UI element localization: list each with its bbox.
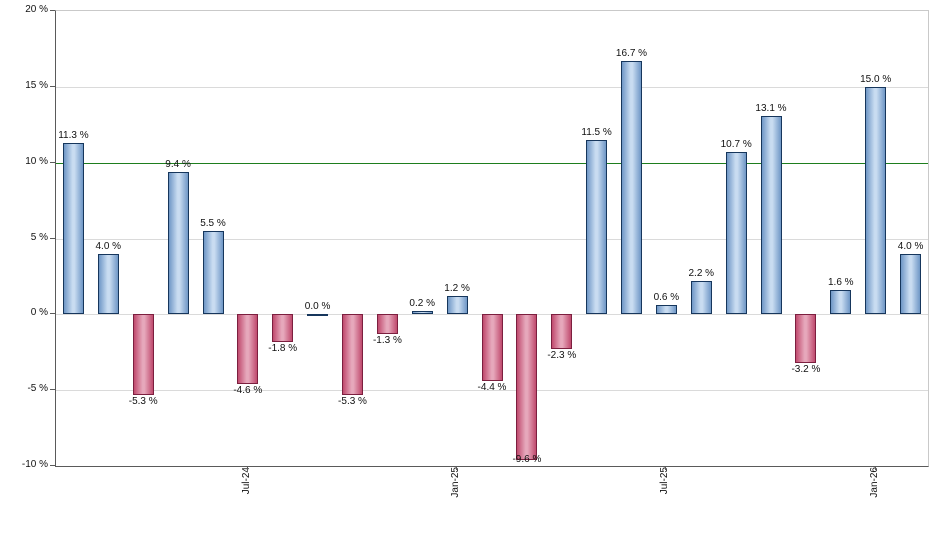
bar-value-label: 10.7 % <box>720 139 752 151</box>
bar-value-label: 2.2 % <box>688 268 715 279</box>
bar <box>655 305 677 315</box>
bar-value-label: 15.0 % <box>860 73 892 85</box>
y-tick-mark <box>50 85 55 87</box>
bar <box>237 314 259 385</box>
bar-value-label: -1.8 % <box>268 342 298 354</box>
bar-value-label: -4.4 % <box>477 382 507 394</box>
bar <box>900 253 922 315</box>
x-tick-label: Jan-26 <box>868 467 880 498</box>
bar <box>725 152 747 315</box>
bar <box>830 290 852 315</box>
bar <box>795 314 817 363</box>
reference-line-10pct <box>56 162 928 164</box>
bar <box>446 296 468 315</box>
bar-value-label: 11.3 % <box>58 129 89 141</box>
bar <box>272 314 294 342</box>
bar <box>202 230 224 315</box>
y-tick-mark <box>50 313 55 315</box>
x-tick-label: Jan-25 <box>450 467 462 498</box>
y-tick-label: -10 % <box>21 459 48 470</box>
y-tick-label: 5 % <box>30 231 48 243</box>
bar <box>411 311 433 315</box>
y-tick-label: 15 % <box>25 79 48 91</box>
x-tick-label: Jul-25 <box>659 467 671 495</box>
bar-value-label: 0.0 % <box>304 301 331 313</box>
bar <box>865 86 887 315</box>
plot-area: 11.3 % 4.0 % -5.3 % 9.4 % 5.5 % -4.6 % -1.8 % 0… <box>55 10 929 467</box>
y-tick-label: 20 % <box>25 4 48 15</box>
x-tick-mark <box>874 466 876 470</box>
bar-value-label: 0.2 % <box>409 298 435 310</box>
y-tick-mark <box>50 10 55 11</box>
y-tick-label: 10 % <box>25 155 48 167</box>
bar-value-label: 11.5 % <box>581 126 612 138</box>
bar-value-label: 13.1 % <box>755 102 787 114</box>
bar <box>621 61 642 315</box>
bar-value-label: 1.2 % <box>444 283 470 295</box>
bar-value-label: 4.0 % <box>95 240 122 252</box>
y-tick-mark <box>50 161 55 163</box>
bar <box>586 139 608 315</box>
x-tick-mark <box>665 466 667 470</box>
bar <box>307 314 329 317</box>
bar-value-label: 4.0 % <box>897 240 924 252</box>
y-tick-label: 0 % <box>30 307 48 319</box>
bar-value-label: -3.2 % <box>791 363 821 375</box>
gridline <box>56 238 928 240</box>
bar-value-label: -5.3 % <box>128 395 158 407</box>
bar-value-label: -9.6 % <box>512 454 542 465</box>
bar-value-label: 1.6 % <box>828 277 854 289</box>
gridline <box>56 86 928 88</box>
x-tick-mark <box>246 466 248 470</box>
bar <box>62 142 84 315</box>
y-tick-mark <box>50 465 55 466</box>
gridline <box>56 390 928 392</box>
x-tick-mark <box>456 466 458 470</box>
bar-value-label: 5.5 % <box>200 217 226 229</box>
bar <box>167 171 189 315</box>
bar <box>551 314 573 350</box>
y-tick-mark <box>50 237 55 239</box>
bar-value-label: 9.4 % <box>165 158 191 170</box>
bar <box>376 314 398 334</box>
bar-value-label: -2.3 % <box>547 350 577 362</box>
bar <box>342 314 363 395</box>
bar-value-label: 16.7 % <box>615 48 648 60</box>
bar <box>97 253 119 315</box>
bar-value-label: -4.6 % <box>233 385 263 397</box>
bar <box>516 314 538 460</box>
bar <box>760 115 782 315</box>
x-tick-label: Jul-24 <box>240 467 252 495</box>
bar <box>132 314 154 395</box>
bar <box>481 314 503 381</box>
bar-value-label: -5.3 % <box>338 395 367 407</box>
y-tick-mark <box>50 389 55 391</box>
bar <box>690 281 712 315</box>
bar-value-label: 0.6 % <box>653 292 680 304</box>
bar-value-label: -1.3 % <box>372 335 402 347</box>
y-tick-label: -5 % <box>27 383 48 395</box>
